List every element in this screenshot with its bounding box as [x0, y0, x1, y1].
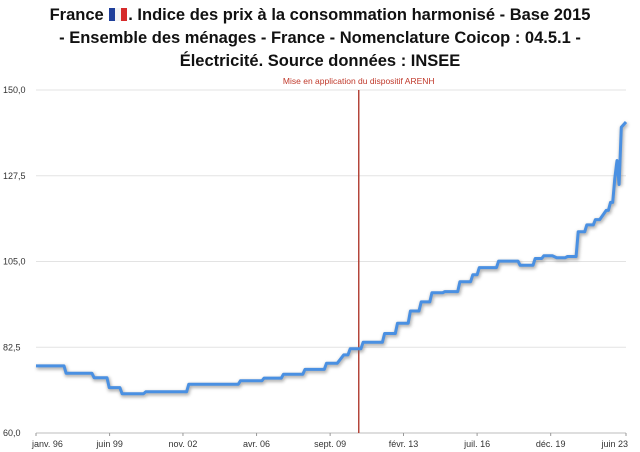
x-tick-label: avr. 06 — [243, 439, 270, 449]
x-tick-label: janv. 96 — [31, 439, 63, 449]
y-tick-label: 127,5 — [3, 171, 26, 181]
series-line — [36, 121, 628, 396]
chart-title: France . Indice des prix à la consommati… — [0, 4, 640, 73]
y-tick-label: 60,0 — [3, 428, 21, 438]
chart-title-line-1: France . Indice des prix à la consommati… — [0, 4, 640, 27]
french-flag-icon — [109, 8, 128, 21]
x-tick-label: juin 23 — [600, 439, 628, 449]
x-tick-label: sept. 09 — [314, 439, 346, 449]
x-axis-tick-labels: janv. 96 juin 99 nov. 02 avr. 06 sept. 09 fév… — [31, 433, 628, 449]
y-axis-tick-labels: 150,0 127,5 105,0 82,5 60,0 — [3, 85, 26, 438]
grid-lines — [36, 89, 626, 348]
y-tick-label: 82,5 — [3, 342, 21, 352]
x-tick-label: déc. 19 — [536, 439, 566, 449]
chart-title-line-2: - Ensemble des ménages - France - Nomenc… — [59, 29, 581, 47]
chart-title-line-1-rest: . Indice des prix à la consommation harm… — [128, 6, 591, 24]
x-tick-label: nov. 02 — [169, 439, 198, 449]
x-tick-label: févr. 13 — [389, 439, 419, 449]
x-tick-label: juin 99 — [95, 439, 123, 449]
y-tick-label: 150,0 — [3, 85, 26, 95]
x-tick-label: juil. 16 — [463, 439, 490, 449]
y-tick-label: 105,0 — [3, 257, 26, 267]
arenh-annotation-label: Mise en application du dispositif ARENH — [283, 76, 435, 86]
chart-title-line-3: Électricité. Source données : INSEE — [179, 52, 461, 70]
chart-title-prefix: France — [49, 6, 104, 24]
